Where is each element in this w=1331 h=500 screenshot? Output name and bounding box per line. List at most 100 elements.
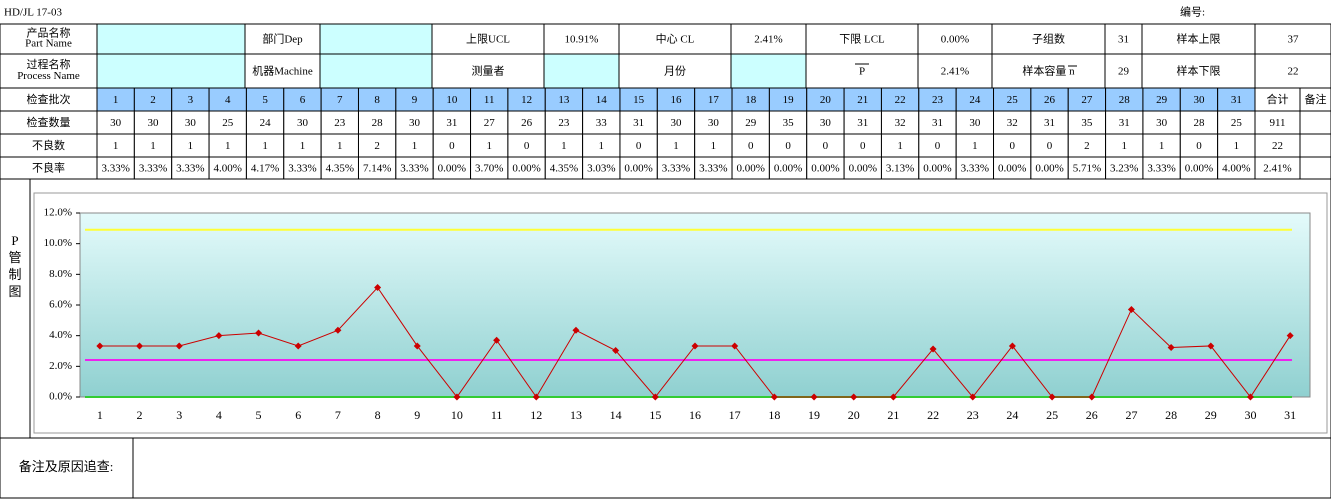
table-value: 1: [673, 140, 679, 152]
table-value: 17: [708, 94, 720, 106]
y-tick-label: 12.0%: [44, 207, 72, 219]
info-text: 37: [1288, 34, 1300, 46]
x-tick-label: 12: [530, 408, 542, 422]
table-value: 0.00%: [849, 163, 877, 175]
total-value: 22: [1272, 140, 1283, 152]
remarks-label: 备注及原因追查:: [19, 459, 114, 474]
table-value: 1: [599, 140, 605, 152]
table-value: 0: [785, 140, 791, 152]
table-value: 5: [262, 94, 268, 106]
data-point: [1048, 393, 1056, 401]
table-value: 0.00%: [512, 163, 540, 175]
cell: [1299, 133, 1331, 158]
x-tick-label: 24: [1006, 408, 1018, 422]
table-value: 0: [524, 140, 530, 152]
table-value: 0.00%: [624, 163, 652, 175]
cell: [1254, 53, 1331, 89]
info-text: 上限UCL: [466, 33, 510, 46]
row-label: 检查批次: [27, 92, 71, 106]
table-value: 11: [484, 94, 495, 106]
x-tick-label: 16: [689, 408, 701, 422]
table-value: 18: [745, 94, 757, 106]
data-point: [532, 393, 540, 401]
table-value: 1: [337, 140, 343, 152]
cell: [917, 53, 993, 89]
cell: [319, 23, 433, 55]
table-value: 21: [857, 94, 868, 106]
cell: [244, 53, 321, 89]
cell: [319, 53, 433, 89]
info-text: 样本上限: [1177, 32, 1221, 46]
x-tick-label: 26: [1086, 408, 1098, 422]
cell: [244, 23, 321, 55]
x-tick-label: 3: [176, 408, 182, 422]
table-value: 25: [1231, 117, 1243, 129]
info-text: 样本下限: [1177, 64, 1221, 78]
data-point: [612, 347, 620, 355]
table-value: 26: [521, 117, 533, 129]
table-value: 22: [895, 94, 906, 106]
info-text: 测量者: [472, 65, 505, 78]
x-tick-label: 29: [1205, 408, 1217, 422]
side-label: 管: [8, 250, 21, 265]
table-value: 20: [820, 94, 832, 106]
table-value: 1: [188, 140, 194, 152]
table-value: 30: [1156, 117, 1168, 129]
table-value: 3.33%: [961, 163, 989, 175]
table-value: 32: [1007, 117, 1018, 129]
table-value: 1: [262, 140, 268, 152]
x-tick-label: 5: [256, 408, 262, 422]
cell: [1299, 156, 1331, 180]
x-tick-label: 8: [375, 408, 381, 422]
cell: [805, 53, 919, 89]
table-value: 1: [897, 140, 903, 152]
table-value: 1: [1234, 140, 1240, 152]
table-value: 3.33%: [176, 163, 204, 175]
table-value: 1: [972, 140, 978, 152]
table-value: 3.70%: [475, 163, 503, 175]
info-text: 10.91%: [565, 34, 599, 46]
table-value: 0: [1196, 140, 1202, 152]
info-text: 样本容量 n: [1022, 64, 1075, 78]
data-point: [770, 393, 778, 401]
remark-header: 备注: [1305, 92, 1327, 106]
table-value: 0: [1009, 140, 1015, 152]
table-value: 19: [783, 94, 795, 106]
table-value: 9: [412, 94, 418, 106]
info-text: 2.41%: [754, 34, 782, 46]
table-value: 30: [185, 117, 197, 129]
table-value: 1: [113, 140, 119, 152]
x-tick-label: 18: [768, 408, 780, 422]
data-point: [493, 336, 501, 344]
cell: [96, 23, 246, 55]
table-value: 3.33%: [101, 163, 129, 175]
info-text: 子组数: [1032, 32, 1065, 46]
table-value: 26: [1044, 94, 1056, 106]
data-point: [1246, 393, 1254, 401]
total-value: 911: [1269, 117, 1285, 129]
table-value: 28: [1193, 117, 1205, 129]
x-tick-label: 1: [97, 408, 103, 422]
cell: [543, 53, 620, 89]
table-value: 16: [671, 94, 683, 106]
table-value: 23: [334, 117, 346, 129]
table-value: 0: [449, 140, 455, 152]
cell: [917, 23, 993, 55]
table-value: 8: [374, 94, 380, 106]
cell: [96, 53, 246, 89]
table-value: 5.71%: [1073, 163, 1101, 175]
table-value: 4.00%: [214, 163, 242, 175]
table-value: 31: [446, 117, 457, 129]
x-tick-label: 30: [1244, 408, 1256, 422]
data-point: [731, 342, 739, 350]
table-value: 1: [1159, 140, 1165, 152]
info-text: 部门Dep: [262, 32, 303, 46]
table-value: 2: [374, 140, 380, 152]
table-value: 1: [113, 94, 119, 106]
table-value: 0.00%: [438, 163, 466, 175]
table-value: 30: [1193, 94, 1205, 106]
x-tick-label: 22: [927, 408, 939, 422]
x-tick-label: 17: [729, 408, 741, 422]
cell: [805, 23, 919, 55]
data-point: [136, 342, 144, 350]
